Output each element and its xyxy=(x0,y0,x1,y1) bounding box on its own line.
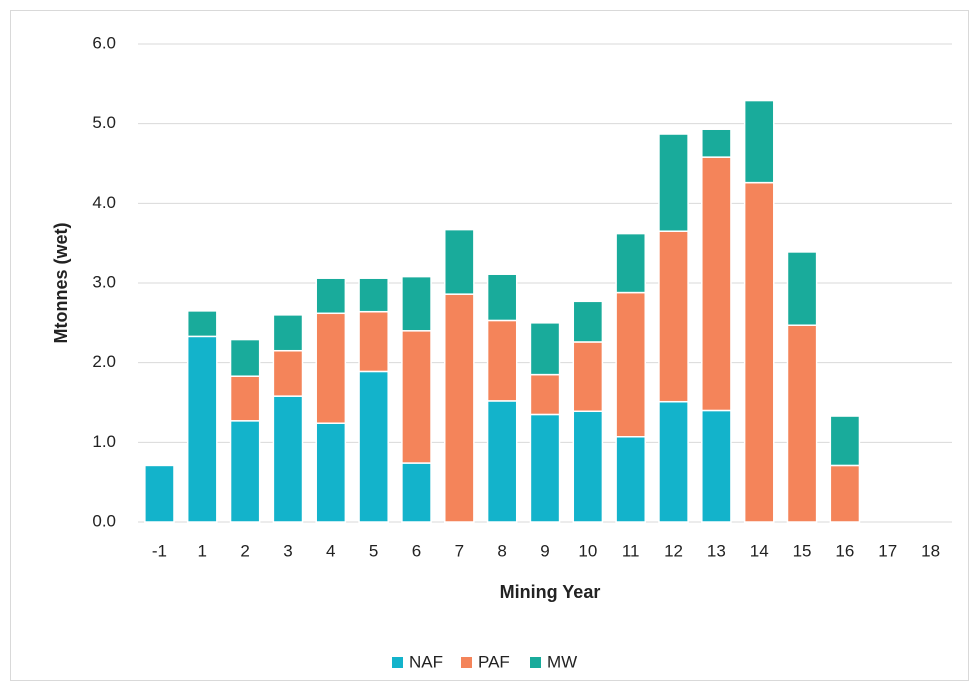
bar-segment xyxy=(486,319,518,402)
x-tick-label: 3 xyxy=(283,541,292,560)
bar-segment xyxy=(572,300,604,343)
legend-label: MW xyxy=(547,652,577,671)
legend-swatch xyxy=(530,657,541,668)
bar-segment xyxy=(272,314,304,352)
x-axis-title: Mining Year xyxy=(500,582,601,602)
bar-segment xyxy=(229,375,261,422)
bar-segment xyxy=(701,156,732,412)
x-tick-label: 5 xyxy=(369,541,378,560)
y-tick-label: 4.0 xyxy=(92,193,116,212)
bar-segment xyxy=(529,322,561,376)
x-tick-label: 15 xyxy=(793,541,812,560)
bar-segment xyxy=(529,373,561,416)
x-tick-label: 11 xyxy=(622,541,640,560)
x-tick-label: 12 xyxy=(664,541,683,560)
bar-segment xyxy=(743,99,775,184)
x-tick-label: 9 xyxy=(540,541,549,560)
bar-segment xyxy=(315,422,347,523)
x-tick-label: 13 xyxy=(707,541,726,560)
x-tick-label: 18 xyxy=(921,541,940,560)
bar-segment xyxy=(743,181,775,523)
bar-segment xyxy=(358,310,389,373)
y-tick-label: 6.0 xyxy=(92,33,116,52)
x-tick-label: 10 xyxy=(578,541,597,560)
bar-segment xyxy=(229,338,261,377)
x-tick-label: 7 xyxy=(455,541,464,560)
bar-segment xyxy=(486,400,518,523)
bar-segment xyxy=(401,275,432,332)
bar-segment xyxy=(615,291,647,438)
legend-swatch xyxy=(392,657,403,668)
bar-segment xyxy=(658,400,689,523)
x-tick-label: 17 xyxy=(878,541,897,560)
legend-swatch xyxy=(461,657,472,668)
bar-segment xyxy=(786,251,818,326)
bar-segment xyxy=(186,335,218,523)
y-tick-label: 3.0 xyxy=(92,272,116,291)
bar-segment xyxy=(186,310,218,338)
bar-segment xyxy=(829,464,861,523)
legend-label: PAF xyxy=(478,652,510,671)
bar-segment xyxy=(401,330,432,464)
y-tick-label: 1.0 xyxy=(92,432,116,451)
bar-segment xyxy=(701,128,732,158)
y-axis-title: Mtonnes (wet) xyxy=(51,223,71,344)
bar-segment xyxy=(829,415,861,467)
bar-segment xyxy=(358,370,389,523)
bar-segment xyxy=(658,230,689,403)
bar-segment xyxy=(443,228,475,295)
bar-segment xyxy=(229,420,261,523)
x-tick-label: 6 xyxy=(412,541,421,560)
x-tick-label: 1 xyxy=(198,541,207,560)
x-tick-label: 4 xyxy=(326,541,335,560)
bar-segment xyxy=(144,464,175,523)
bar-segment xyxy=(529,413,561,523)
x-tick-label: 16 xyxy=(835,541,854,560)
y-tick-label: 2.0 xyxy=(92,352,116,371)
legend-label: NAF xyxy=(409,652,443,671)
x-tick-label: 14 xyxy=(750,541,769,560)
bar-segment xyxy=(572,410,604,523)
bar-segment xyxy=(315,312,347,424)
bar-segment xyxy=(786,324,818,523)
bar-segment xyxy=(315,277,347,315)
bar-segment xyxy=(272,395,304,523)
bar-segment xyxy=(401,462,432,523)
bar-segment xyxy=(615,232,647,294)
bar-segment xyxy=(486,273,518,322)
bar-segment xyxy=(615,436,647,523)
x-tick-label: 2 xyxy=(240,541,249,560)
bar-segment xyxy=(358,277,389,313)
y-tick-label: 5.0 xyxy=(92,113,116,132)
x-tick-label: -1 xyxy=(152,541,167,560)
y-tick-label: 0.0 xyxy=(92,511,116,530)
bar-segment xyxy=(658,133,689,232)
bar-segment xyxy=(443,293,475,523)
bar-segment xyxy=(572,341,604,413)
bar-segment xyxy=(272,349,304,397)
bar-segment xyxy=(701,409,732,523)
x-tick-label: 8 xyxy=(497,541,506,560)
